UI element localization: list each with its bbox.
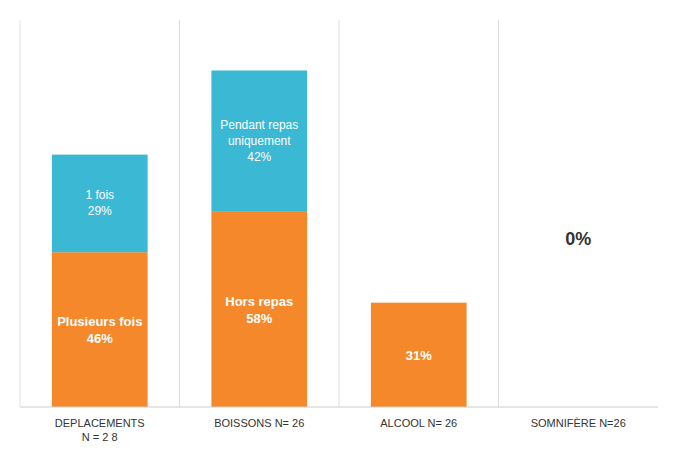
bar-segment	[211, 212, 307, 407]
group-separator	[498, 20, 499, 407]
x-tick-label: DEPLACEMENTSN = 2 8	[55, 417, 145, 443]
bar-segment	[371, 303, 467, 407]
bar-segment	[211, 70, 307, 211]
bar-segment	[52, 155, 148, 253]
data-label: Plusieurs fois46%	[57, 314, 142, 346]
x-tick-label: BOISSONS N= 26	[214, 417, 304, 429]
data-label: Hors repas58%	[225, 293, 293, 325]
chart-container: Plusieurs fois46% Hors repas58% 31% 1 fois2…	[0, 0, 678, 459]
bars	[52, 70, 467, 407]
x-tick-label: SOMNIFÈRE N=26	[531, 417, 626, 429]
data-label: Pendant repasuniquement42%	[220, 118, 298, 164]
bar-segment	[371, 302, 467, 303]
group-separator	[179, 20, 180, 407]
bar-segment	[52, 252, 148, 407]
data-label: 1 fois29%	[85, 188, 114, 218]
annotation: 0%	[565, 229, 591, 249]
x-axis-line	[20, 407, 658, 408]
chart: Plusieurs fois46% Hors repas58% 31% 1 fois2…	[0, 0, 678, 459]
plot-area: Plusieurs fois46% Hors repas58% 31% 1 fois2…	[20, 20, 658, 443]
y-axis-line	[20, 20, 21, 407]
data-label: 31%	[406, 347, 432, 362]
x-tick-label: ALCOOL N= 26	[380, 417, 457, 429]
group-separator	[339, 20, 340, 407]
data-labels: Plusieurs fois46% Hors repas58% 31% 1 fois2…	[57, 118, 432, 362]
